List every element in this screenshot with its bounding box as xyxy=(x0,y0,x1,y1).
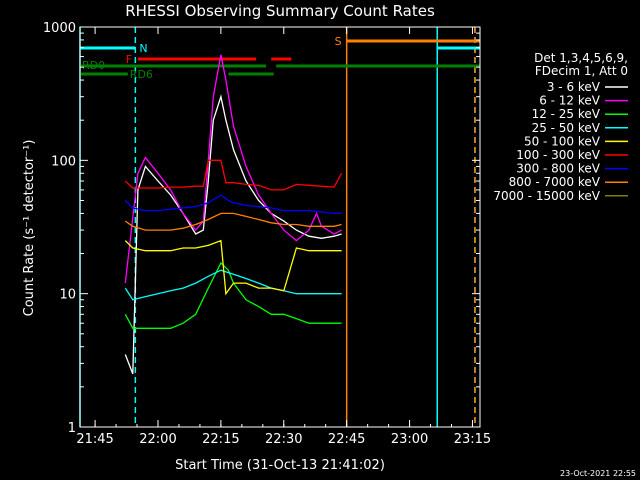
legend-label-3: 25 - 50 keV xyxy=(532,121,601,135)
y-tick-label-1: 10 xyxy=(59,288,76,303)
series-line-1 xyxy=(124,54,342,284)
legend-header-1: FDecim 1, Att 0 xyxy=(535,64,628,78)
x-tick-label-2: 22:15 xyxy=(202,432,239,447)
series-line-5 xyxy=(124,159,343,191)
vertical-markers xyxy=(79,27,476,427)
y-axis-title: Count Rate (s⁻¹ detector⁻¹) xyxy=(22,140,37,317)
series-line-6 xyxy=(124,194,342,215)
flag-label-s: S xyxy=(335,35,342,48)
y-ticks: 1 10 100 1000 xyxy=(43,21,480,436)
chart-title: RHESSI Observing Summary Count Rates xyxy=(125,2,435,20)
legend-label-2: 12 - 25 keV xyxy=(532,107,601,121)
flag-label-f: F xyxy=(126,53,132,66)
legend: Det 1,3,4,5,6,9,FDecim 1, Att 0 3 - 6 keV… xyxy=(493,51,628,203)
series-line-4 xyxy=(124,239,342,296)
flag-label-n: N xyxy=(139,42,147,55)
series-line-0 xyxy=(124,94,342,375)
x-tick-label-1: 22:00 xyxy=(139,432,176,447)
legend-label-8: 7000 - 15000 keV xyxy=(493,189,600,203)
plot-frame xyxy=(79,26,481,428)
x-axis-title: Start Time (31-Oct-13 21:41:02) xyxy=(175,458,385,473)
y-tick-label-0: 1 xyxy=(68,421,76,436)
series-line-3 xyxy=(124,269,342,301)
y-tick-label-2: 100 xyxy=(51,154,76,169)
series-lines xyxy=(124,54,343,375)
legend-label-5: 100 - 300 keV xyxy=(516,148,600,162)
x-tick-label-6: 23:15 xyxy=(454,432,491,447)
x-tick-label-0: 21:45 xyxy=(76,432,113,447)
legend-label-0: 3 - 6 keV xyxy=(547,80,601,94)
legend-header-0: Det 1,3,4,5,6,9, xyxy=(534,51,628,65)
legend-label-1: 6 - 12 keV xyxy=(539,94,601,108)
legend-label-7: 800 - 7000 keV xyxy=(509,175,601,189)
legend-label-4: 50 - 100 keV xyxy=(524,134,601,148)
legend-label-6: 300 - 800 keV xyxy=(516,162,600,176)
y-tick-label-3: 1000 xyxy=(43,21,76,36)
x-tick-label-5: 23:00 xyxy=(391,432,428,447)
flag-label-rd0: RD0 xyxy=(82,59,105,72)
x-tick-label-3: 22:30 xyxy=(265,432,302,447)
series-line-2 xyxy=(124,261,342,329)
flag-label-rd6: RD6 xyxy=(130,68,153,81)
footer-date: 23-Oct-2021 22:55 xyxy=(560,469,636,478)
x-tick-label-4: 22:45 xyxy=(328,432,365,447)
x-ticks: 21:45 22:00 22:15 22:30 22:45 23:00 23:15 xyxy=(76,27,491,447)
series-line-7 xyxy=(124,212,342,231)
flag-bars: NF RD0 RD6 S xyxy=(80,35,480,81)
